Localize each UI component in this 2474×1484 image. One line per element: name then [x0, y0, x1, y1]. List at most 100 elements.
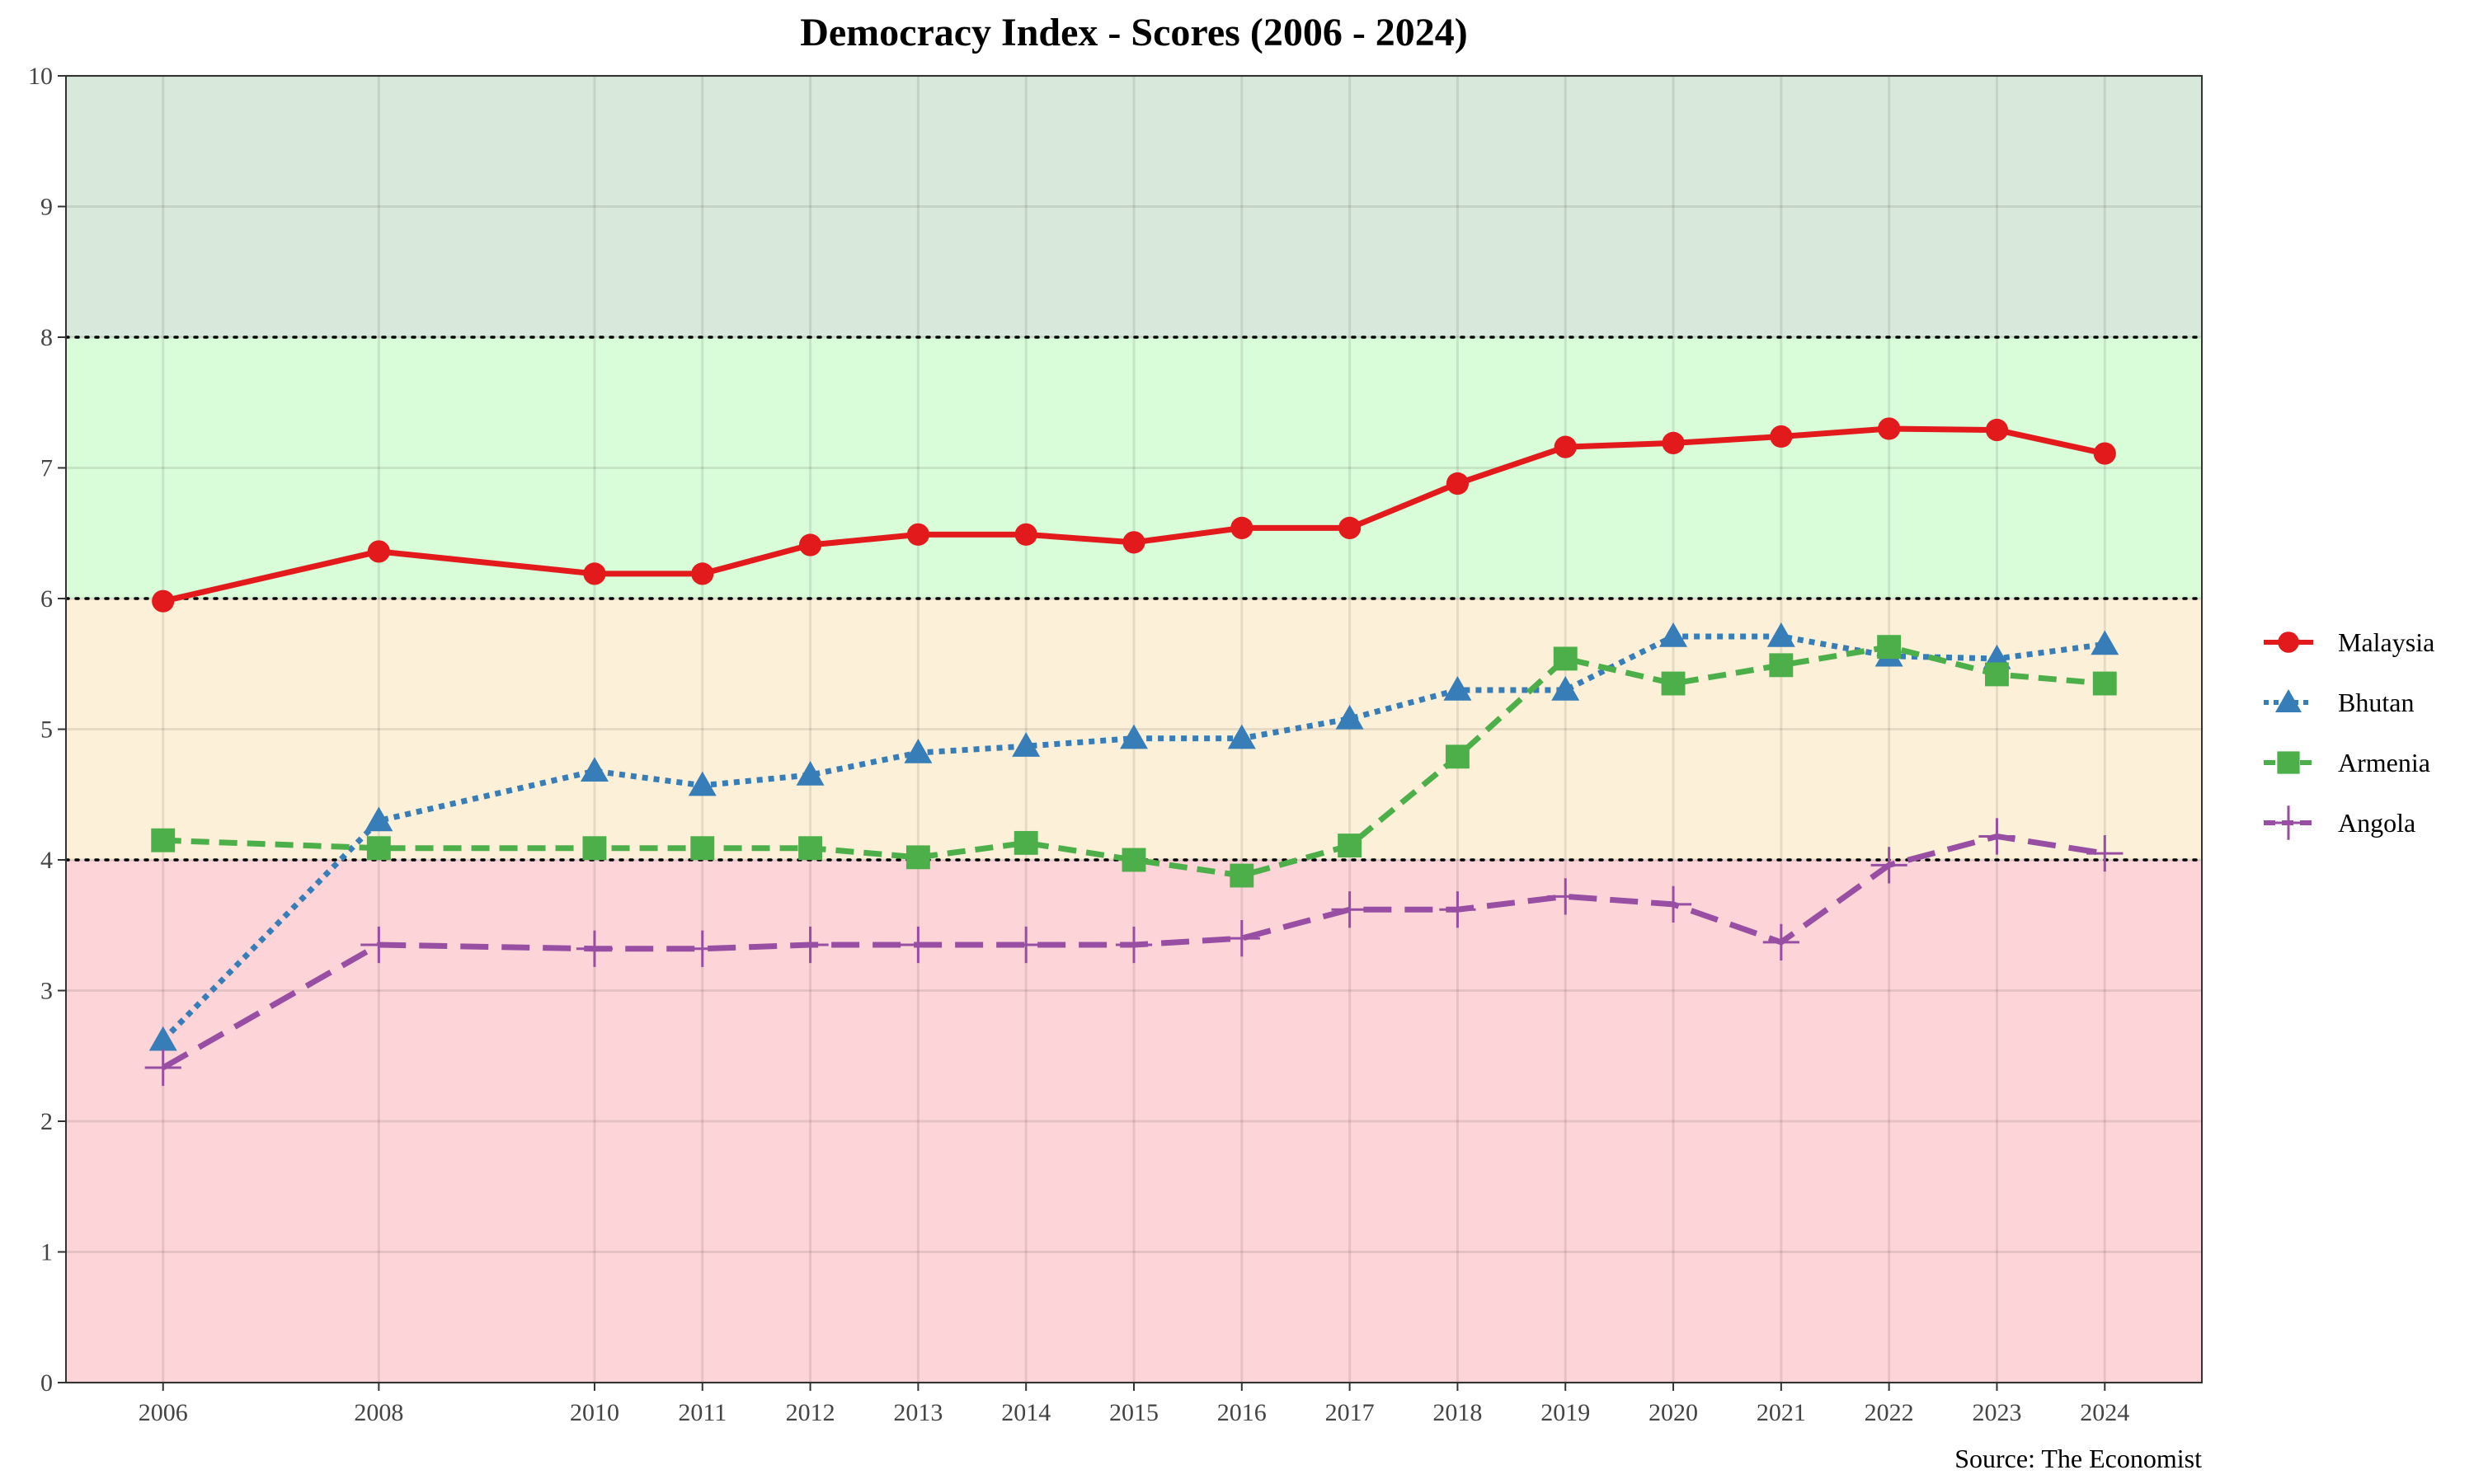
legend-swatch-marker: [2275, 689, 2302, 712]
point-armenia-2024: [2092, 671, 2117, 696]
point-angola-2015: [1115, 926, 1153, 964]
point-armenia-2012: [798, 836, 823, 861]
point-malaysia-2010: [583, 562, 606, 585]
score-bands: [66, 76, 2202, 1383]
point-angola-2017: [1331, 891, 1368, 928]
point-malaysia-2013: [906, 523, 929, 546]
point-armenia-2022: [1877, 635, 1902, 660]
x-tick-label: 2020: [1649, 1399, 1698, 1426]
x-tick-label: 2021: [1757, 1399, 1806, 1426]
point-angola-2019: [1547, 878, 1584, 915]
point-malaysia-2018: [1446, 472, 1470, 495]
x-tick-label: 2017: [1325, 1399, 1375, 1426]
x-tick-label: 2010: [570, 1399, 619, 1426]
point-malaysia-2014: [1014, 523, 1037, 546]
point-bhutan-2006: [148, 1026, 177, 1051]
series-armenia: [151, 635, 2117, 888]
point-malaysia-2008: [367, 540, 390, 563]
point-bhutan-2010: [580, 757, 609, 782]
y-tick-label: 0: [40, 1369, 53, 1397]
point-malaysia-2022: [1878, 417, 1901, 440]
point-armenia-2008: [366, 836, 391, 861]
x-tick-label: 2016: [1217, 1399, 1267, 1426]
point-malaysia-2020: [1662, 431, 1685, 454]
y-tick-label: 3: [40, 978, 53, 1005]
series-malaysia: [152, 417, 2116, 613]
legend-label: Malaysia: [2338, 627, 2434, 657]
x-tick-label: 2018: [1432, 1399, 1482, 1426]
legend-label: Armenia: [2338, 748, 2430, 777]
y-tick-label: 8: [40, 324, 53, 351]
point-armenia-2015: [1122, 848, 1146, 872]
point-armenia-2020: [1661, 671, 1686, 696]
point-angola-2011: [684, 930, 721, 967]
legend-item-armenia: Armenia: [2264, 748, 2430, 777]
legend: Malaysia Bhutan Armenia Angola: [2264, 627, 2434, 840]
point-bhutan-2016: [1227, 724, 1256, 749]
series-angola: [144, 818, 2124, 1087]
chart-title: Democracy Index - Scores (2006 - 2024): [800, 11, 1468, 54]
point-bhutan-2013: [904, 739, 933, 763]
point-armenia-2019: [1553, 646, 1578, 671]
point-angola-2020: [1654, 885, 1692, 923]
y-tick-label: 7: [40, 455, 53, 482]
legend-item-angola: Angola: [2264, 805, 2415, 840]
y-tick-label: 6: [40, 585, 53, 613]
x-tick-label: 2011: [678, 1399, 727, 1426]
point-angola-2024: [2086, 834, 2124, 872]
point-bhutan-2012: [796, 760, 825, 786]
point-malaysia-2006: [152, 589, 175, 613]
legend-item-malaysia: Malaysia: [2264, 627, 2434, 657]
x-tick-label: 2022: [1865, 1399, 1914, 1426]
point-angola-2018: [1439, 891, 1476, 928]
x-tick-label: 2023: [1972, 1399, 2021, 1426]
point-armenia-2011: [690, 836, 715, 861]
series-lines: [144, 417, 2124, 1087]
point-bhutan-2019: [1551, 675, 1580, 701]
x-tick-label: 2015: [1109, 1399, 1159, 1426]
point-armenia-2010: [582, 836, 607, 861]
point-angola-2014: [1008, 926, 1045, 964]
point-angola-2023: [1978, 818, 2015, 855]
point-malaysia-2016: [1230, 516, 1253, 540]
y-tick-label: 1: [40, 1239, 53, 1266]
point-malaysia-2019: [1554, 435, 1577, 458]
point-bhutan-2017: [1335, 704, 1364, 730]
point-bhutan-2011: [688, 771, 717, 796]
point-bhutan-2015: [1120, 724, 1148, 749]
legend-label: Bhutan: [2338, 688, 2414, 717]
point-angola-2013: [900, 926, 937, 964]
legend-swatch-marker: [2271, 805, 2306, 840]
chart-caption: Source: The Economist: [1954, 1444, 2202, 1473]
point-armenia-2021: [1769, 653, 1794, 678]
point-angola-2006: [144, 1049, 181, 1087]
point-armenia-2014: [1014, 830, 1038, 855]
point-angola-2022: [1870, 847, 1907, 884]
point-malaysia-2023: [1985, 418, 2009, 442]
point-bhutan-2020: [1659, 622, 1688, 647]
point-bhutan-2018: [1443, 675, 1472, 701]
y-tick-label: 9: [40, 194, 53, 221]
point-malaysia-2021: [1770, 425, 1793, 448]
y-tick-label: 4: [40, 847, 53, 874]
point-armenia-2013: [905, 845, 930, 870]
point-bhutan-2008: [365, 806, 393, 832]
point-bhutan-2024: [2091, 630, 2119, 655]
point-angola-2016: [1223, 920, 1260, 957]
point-bhutan-2014: [1012, 732, 1041, 757]
point-malaysia-2024: [2093, 442, 2116, 465]
axes: 0 1 2 3 4 5 6 7 8 9 10 2006 2008 2010 2011 2012 2013 2014…: [28, 63, 2129, 1426]
score-band-3: [66, 76, 2202, 337]
point-malaysia-2017: [1338, 516, 1362, 540]
point-bhutan-2021: [1766, 622, 1795, 647]
y-tick-label: 10: [28, 63, 53, 90]
point-angola-2008: [360, 926, 397, 964]
point-armenia-2023: [1985, 662, 2009, 687]
point-angola-2012: [792, 926, 829, 964]
x-tick-label: 2014: [1001, 1399, 1051, 1426]
point-armenia-2016: [1230, 863, 1254, 888]
point-malaysia-2011: [691, 562, 714, 585]
point-angola-2010: [576, 930, 614, 967]
x-tick-label: 2024: [2080, 1399, 2129, 1426]
legend-swatch-marker: [2277, 751, 2300, 774]
